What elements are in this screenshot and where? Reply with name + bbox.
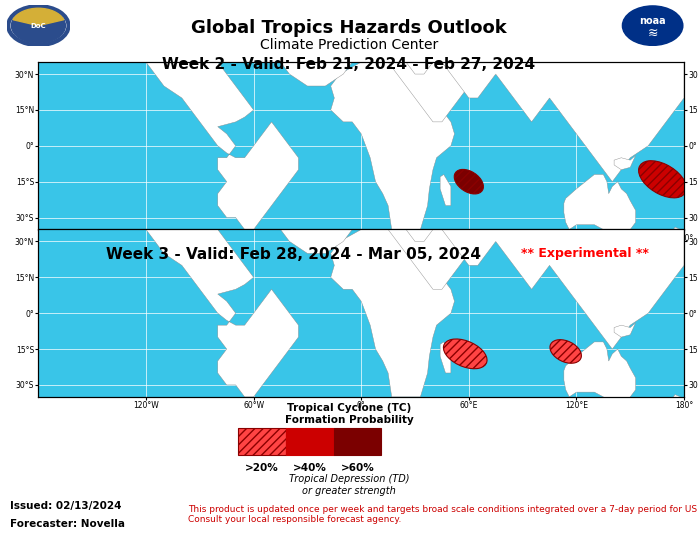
Bar bbox=[239, 428, 286, 455]
Text: noaa: noaa bbox=[639, 16, 666, 26]
Polygon shape bbox=[564, 342, 636, 404]
Text: DoC: DoC bbox=[31, 23, 46, 29]
Polygon shape bbox=[564, 174, 636, 237]
Ellipse shape bbox=[443, 339, 487, 369]
Text: >60%: >60% bbox=[341, 463, 374, 473]
Polygon shape bbox=[659, 409, 674, 423]
Text: Week 2 - Valid: Feb 21, 2024 - Feb 27, 2024: Week 2 - Valid: Feb 21, 2024 - Feb 27, 2… bbox=[163, 57, 535, 72]
Bar bbox=[334, 428, 381, 455]
Polygon shape bbox=[331, 230, 454, 397]
Ellipse shape bbox=[550, 340, 581, 363]
Polygon shape bbox=[331, 62, 454, 230]
Text: Issued: 02/13/2024: Issued: 02/13/2024 bbox=[10, 501, 122, 511]
Text: Tropical Cyclone (TC)
Formation Probability: Tropical Cyclone (TC) Formation Probabil… bbox=[285, 403, 413, 425]
Bar bbox=[286, 428, 334, 455]
Wedge shape bbox=[13, 8, 64, 25]
Text: Climate Prediction Center: Climate Prediction Center bbox=[260, 38, 438, 52]
Polygon shape bbox=[406, 62, 684, 181]
Polygon shape bbox=[440, 174, 451, 206]
Text: Tropical Depression (TD)
or greater strength: Tropical Depression (TD) or greater stre… bbox=[289, 475, 409, 496]
Polygon shape bbox=[38, 230, 299, 397]
Polygon shape bbox=[38, 62, 299, 230]
Ellipse shape bbox=[454, 170, 484, 194]
Text: Forecaster: Novella: Forecaster: Novella bbox=[10, 519, 126, 530]
Text: Global Tropics Hazards Outlook: Global Tropics Hazards Outlook bbox=[191, 19, 507, 37]
Text: ** Experimental **: ** Experimental ** bbox=[521, 247, 649, 260]
Circle shape bbox=[11, 8, 66, 43]
Polygon shape bbox=[669, 395, 681, 407]
Polygon shape bbox=[659, 241, 674, 256]
Polygon shape bbox=[343, 230, 469, 289]
Polygon shape bbox=[406, 230, 684, 349]
Text: ≋: ≋ bbox=[647, 26, 658, 39]
Polygon shape bbox=[281, 62, 352, 86]
Circle shape bbox=[623, 6, 682, 45]
Polygon shape bbox=[614, 156, 636, 170]
Polygon shape bbox=[440, 342, 451, 373]
Polygon shape bbox=[343, 62, 469, 122]
Polygon shape bbox=[669, 227, 681, 239]
Text: Week 3 - Valid: Feb 28, 2024 - Mar 05, 2024: Week 3 - Valid: Feb 28, 2024 - Mar 05, 2… bbox=[105, 247, 481, 262]
Text: >40%: >40% bbox=[293, 463, 327, 473]
Text: >20%: >20% bbox=[246, 463, 279, 473]
Ellipse shape bbox=[639, 161, 686, 198]
Polygon shape bbox=[614, 323, 636, 337]
Text: This product is updated once per week and targets broad scale conditions integra: This product is updated once per week an… bbox=[188, 505, 698, 524]
Polygon shape bbox=[281, 230, 352, 253]
